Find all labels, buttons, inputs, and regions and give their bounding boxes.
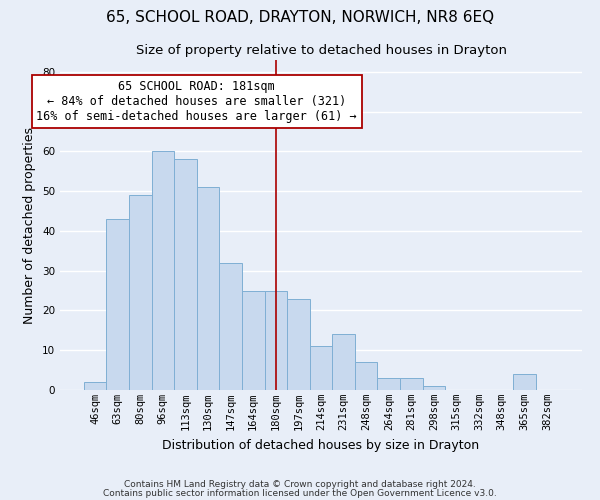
Title: Size of property relative to detached houses in Drayton: Size of property relative to detached ho…: [136, 44, 506, 58]
Bar: [106, 219, 129, 390]
Bar: [84, 382, 106, 390]
Text: Contains HM Land Registry data © Crown copyright and database right 2024.: Contains HM Land Registry data © Crown c…: [124, 480, 476, 489]
Bar: [287, 298, 310, 390]
Bar: [197, 187, 220, 390]
Bar: [377, 378, 400, 390]
Bar: [265, 290, 287, 390]
Bar: [400, 378, 422, 390]
Bar: [129, 195, 152, 390]
X-axis label: Distribution of detached houses by size in Drayton: Distribution of detached houses by size …: [163, 438, 479, 452]
Bar: [355, 362, 377, 390]
Text: Contains public sector information licensed under the Open Government Licence v3: Contains public sector information licen…: [103, 488, 497, 498]
Bar: [422, 386, 445, 390]
Bar: [513, 374, 536, 390]
Bar: [242, 290, 265, 390]
Bar: [220, 263, 242, 390]
Bar: [332, 334, 355, 390]
Bar: [174, 160, 197, 390]
Bar: [310, 346, 332, 390]
Text: 65, SCHOOL ROAD, DRAYTON, NORWICH, NR8 6EQ: 65, SCHOOL ROAD, DRAYTON, NORWICH, NR8 6…: [106, 10, 494, 25]
Y-axis label: Number of detached properties: Number of detached properties: [23, 126, 37, 324]
Bar: [152, 152, 174, 390]
Text: 65 SCHOOL ROAD: 181sqm
← 84% of detached houses are smaller (321)
16% of semi-de: 65 SCHOOL ROAD: 181sqm ← 84% of detached…: [37, 80, 357, 123]
